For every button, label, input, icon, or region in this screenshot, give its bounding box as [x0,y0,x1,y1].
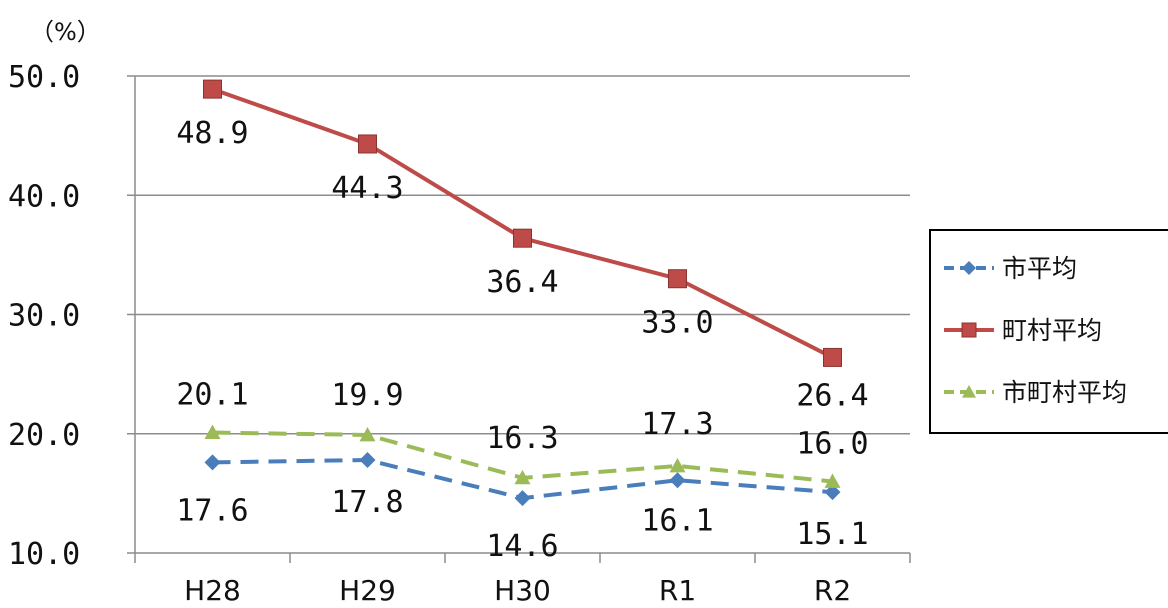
y-tick-label: 40.0 [8,179,80,214]
y-tick-label: 50.0 [8,60,80,95]
x-tick-label: H28 [184,574,241,607]
legend-marker [962,261,976,275]
axes [127,75,911,563]
data-point [359,426,376,442]
x-tick-label: R2 [814,574,851,607]
data-point [359,451,376,468]
y-unit-label: （%） [30,18,101,46]
data-label: 15.1 [796,517,868,552]
data-label: 17.8 [331,485,403,520]
data-point [824,473,841,488]
data-point [823,347,842,367]
legend-marker [962,385,976,398]
series-2 [203,79,842,367]
data-point [668,269,687,289]
y-tick-labels: 10.0 20.0 30.0 40.0 50.0 [8,60,80,572]
y-tick-label: 30.0 [8,299,80,334]
x-tick-label: R1 [659,574,696,607]
data-label: 17.3 [641,407,713,442]
data-labels: 17.6 17.8 14.6 16.1 15.1 48.9 44.3 36.4 33.0 26.4… [176,116,868,564]
y-tick-label: 20.0 [8,418,80,453]
series-line [211,87,834,360]
legend-marker [961,322,977,338]
data-label: 16.3 [486,421,558,456]
data-point [669,472,686,489]
data-point [204,424,221,439]
data-point [358,134,377,154]
data-label: 26.4 [796,378,868,413]
series-3 [204,424,841,488]
data-label: 20.1 [176,378,248,413]
series-lines [203,79,842,507]
legend-item: 町村平均 [944,316,1102,345]
data-point [824,484,841,501]
x-tick-labels: H28 H29 H30 R1 R2 [184,574,851,607]
x-tick-label: H30 [494,574,551,607]
data-label: 48.9 [176,116,248,151]
gridlines [135,75,910,435]
data-label: 33.0 [641,306,713,341]
data-label: 19.9 [331,378,403,413]
legend-label: 町村平均 [1002,316,1102,345]
data-point [514,469,531,485]
series-1 [204,451,841,507]
y-tick-label: 10.0 [8,537,80,572]
legend-item: 市町村平均 [944,378,1127,407]
data-label: 14.6 [486,529,558,564]
data-point [514,490,531,507]
legend-label: 市町村平均 [1002,378,1127,407]
data-label: 16.0 [796,426,868,461]
data-label: 36.4 [486,265,558,300]
legend-item: 市平均 [944,254,1077,283]
legend-label: 市平均 [1002,254,1077,283]
data-label: 44.3 [331,171,403,206]
data-point [669,457,686,473]
data-label: 17.6 [176,493,248,528]
data-point [204,454,221,471]
data-point [513,228,532,248]
x-tick-label: H29 [339,574,396,607]
data-label: 16.1 [641,503,713,538]
data-point [203,79,222,99]
